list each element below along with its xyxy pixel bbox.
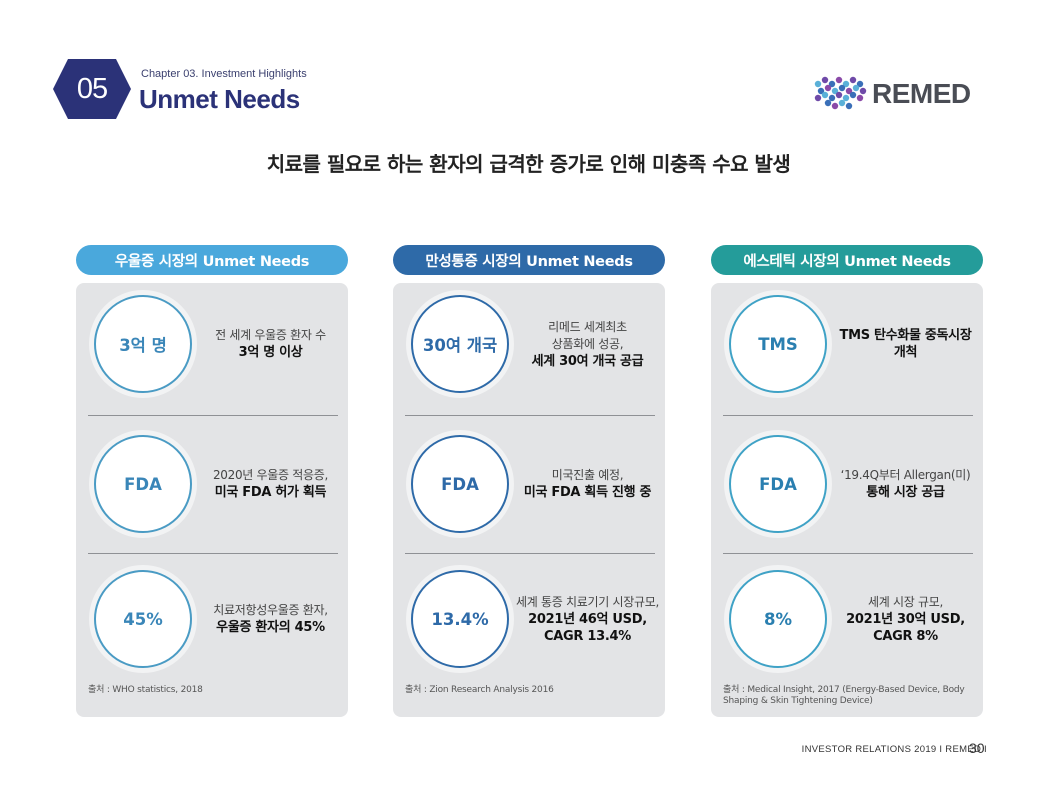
stat-circle: FDA [94,435,192,533]
stat-bold: 2021년 30억 USD, CAGR 8% [846,611,965,644]
stat-text: 세계 통증 치료기기 시장규모, 2021년 46억 USD, CAGR 13.… [515,578,660,660]
stat-circle: 45% [94,570,192,668]
divider [88,415,338,416]
stat-line: 전 세계 우울증 환자 수 [215,328,326,342]
stat-bold: 우울증 환자의 45% [216,620,325,635]
stat-row: FDA 미국진출 예정, 미국 FDA 획득 진행 중 [393,423,665,553]
stat-text: 세계 시장 규모, 2021년 30억 USD, CAGR 8% [833,578,978,660]
stat-text: 치료저항성우울증 환자, 우울증 환자의 45% [198,578,343,660]
divider [88,553,338,554]
stat-circle: 13.4% [411,570,509,668]
stat-bold: TMS 탄수화물 중독시장 개척 [839,328,972,360]
column-title: 에스테틱 시장의 Unmet Needs [711,245,983,275]
stat-text: 미국진출 예정, 미국 FDA 획득 진행 중 [515,443,660,525]
stat-text: ‘19.4Q부터 Allergan(미) 통해 시장 공급 [833,443,978,525]
stat-row: FDA 2020년 우울증 적응증, 미국 FDA 허가 획득 [76,423,348,553]
divider [405,415,655,416]
stat-line: ‘19.4Q부터 Allergan(미) [840,468,971,482]
stat-line: 세계 시장 규모, [868,594,943,609]
stat-bold: 미국 FDA 획득 진행 중 [523,485,652,500]
stat-text: 전 세계 우울증 환자 수 3억 명 이상 [198,303,343,385]
stat-line: 리메드 세계최초 [548,319,627,334]
chapter-hexagon [53,59,131,119]
stat-row: 30여 개국 리메드 세계최초 상품화에 성공, 세계 30여 개국 공급 [393,283,665,413]
stat-line: 상품화에 성공, [551,336,624,351]
logo-text: REMED [872,78,971,109]
remed-logo-icon [814,76,867,110]
stat-circle: 8% [729,570,827,668]
stat-line: 미국진출 예정, [551,468,624,482]
stat-line: 세계 통증 치료기기 시장규모, [516,594,659,609]
column-depression: 우울증 시장의 Unmet Needs 3억 명 전 세계 우울증 환자 수 3… [76,245,348,717]
page-title: Unmet Needs [139,84,300,114]
chapter-number: 05 [76,72,108,105]
stat-bold: 세계 30여 개국 공급 [531,353,644,369]
stat-circle: TMS [729,295,827,393]
source-note: 출처 : WHO statistics, 2018 [88,685,203,695]
stat-row: 3억 명 전 세계 우울증 환자 수 3억 명 이상 [76,283,348,413]
stat-bold: 통해 시장 공급 [866,485,945,500]
column-chronic-pain: 만성통증 시장의 Unmet Needs 30여 개국 리메드 세계최초 상품화… [393,245,665,717]
stat-row: 8% 세계 시장 규모, 2021년 30억 USD, CAGR 8% [711,558,983,688]
stat-text: TMS 탄수화물 중독시장 개척 [833,303,978,385]
column-title: 만성통증 시장의 Unmet Needs [393,245,665,275]
column-card: 30여 개국 리메드 세계최초 상품화에 성공, 세계 30여 개국 공급 FD… [393,283,665,717]
stat-text: 2020년 우울증 적응증, 미국 FDA 허가 획득 [198,443,343,525]
divider [405,553,655,554]
divider [723,553,973,554]
footer-text: INVESTOR RELATIONS 2019 I REMED I [801,744,987,755]
stat-bold: 미국 FDA 허가 획득 [214,485,327,500]
column-card: 3억 명 전 세계 우울증 환자 수 3억 명 이상 FDA 2020년 우울증… [76,283,348,717]
stat-row: FDA ‘19.4Q부터 Allergan(미) 통해 시장 공급 [711,423,983,553]
stat-circle: FDA [411,435,509,533]
stat-row: 45% 치료저항성우울증 환자, 우울증 환자의 45% [76,558,348,688]
headline: 치료를 필요로 하는 환자의 급격한 증가로 인해 미충족 수요 발생 [266,152,791,176]
column-card: TMS TMS 탄수화물 중독시장 개척 FDA ‘19.4Q부터 Allerg… [711,283,983,717]
chapter-label: Chapter 03. Investment Highlights [141,68,307,80]
source-note: 출처 : Medical Insight, 2017 (Energy-Based… [723,685,965,706]
stat-circle: 30여 개국 [411,295,509,393]
stat-row: TMS TMS 탄수화물 중독시장 개척 [711,283,983,413]
stat-row: 13.4% 세계 통증 치료기기 시장규모, 2021년 46억 USD, CA… [393,558,665,688]
stat-circle: FDA [729,435,827,533]
stat-line: 2020년 우울증 적응증, [212,468,329,482]
stat-bold: 3억 명 이상 [238,345,303,360]
column-title: 우울증 시장의 Unmet Needs [76,245,348,275]
stat-bold: 2021년 46억 USD, CAGR 13.4% [528,611,647,644]
column-aesthetic: 에스테틱 시장의 Unmet Needs TMS TMS 탄수화물 중독시장 개… [711,245,983,717]
divider [723,415,973,416]
page-number: 30 [969,740,985,756]
stat-text: 리메드 세계최초 상품화에 성공, 세계 30여 개국 공급 [515,303,660,385]
source-note: 출처 : Zion Research Analysis 2016 [405,685,554,695]
stat-line: 치료저항성우울증 환자, [213,603,328,617]
stat-circle: 3억 명 [94,295,192,393]
